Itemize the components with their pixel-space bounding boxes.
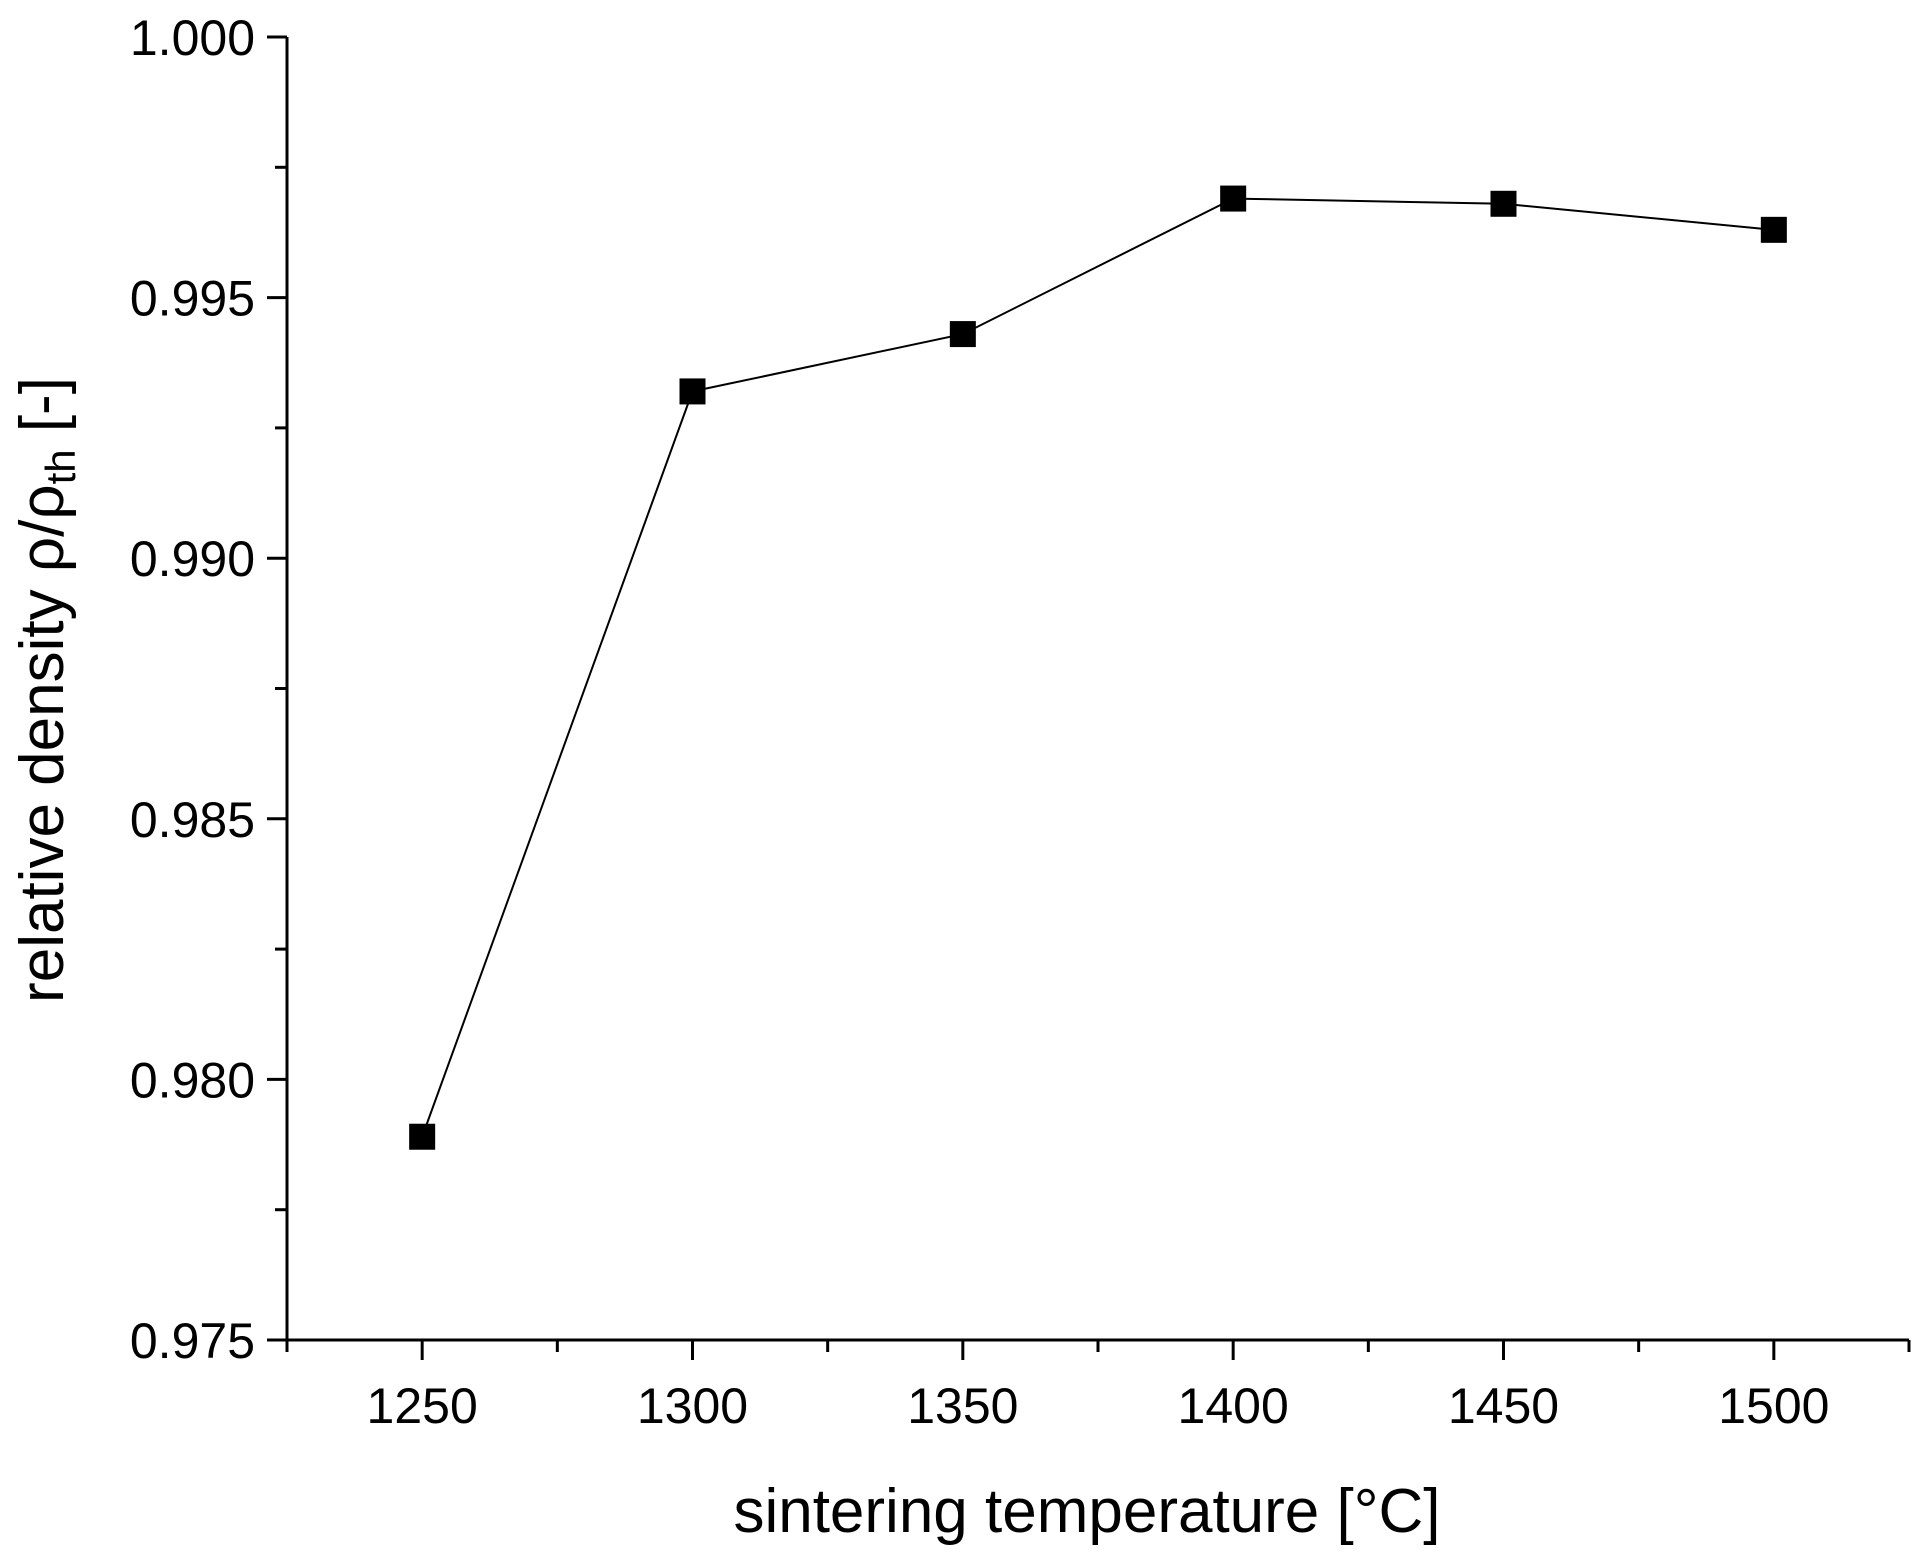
x-tick-label: 1400: [1178, 1378, 1289, 1434]
series-line: [421, 197, 1774, 1138]
x-tick-label: 1500: [1718, 1378, 1829, 1434]
axes: [285, 37, 1909, 1342]
x-tick-label: 1350: [907, 1378, 1018, 1434]
data-point: [409, 1123, 436, 1150]
y-axis-title-suffix: [-]: [8, 377, 77, 449]
x-tick-label: 1300: [637, 1378, 748, 1434]
y-axis-title-subscript: th: [37, 449, 84, 484]
y-tick-label: 0.985: [130, 792, 255, 848]
data-point: [1220, 185, 1247, 212]
x-tick-label: 1250: [367, 1378, 478, 1434]
series: [409, 185, 1787, 1150]
x-tick-label: 1450: [1448, 1378, 1559, 1434]
data-point: [1760, 216, 1787, 243]
y-tick-label: 1.000: [130, 10, 255, 66]
data-point: [949, 321, 976, 348]
y-tick-label: 0.990: [130, 531, 255, 587]
y-axis-title-main: relative density ρ/ρ: [8, 484, 77, 1003]
y-tick-label: 0.975: [130, 1313, 255, 1369]
tick-labels: 0.975 0.980 0.985 0.990 0.995 1.000 1250 1300 13…: [130, 10, 1830, 1434]
data-point: [1490, 190, 1517, 217]
y-axis-title: relative density ρ/ρth [-]: [8, 377, 84, 1003]
ticks: [267, 35, 1911, 1360]
y-tick-label: 0.980: [130, 1052, 255, 1108]
y-tick-label: 0.995: [130, 271, 255, 327]
x-axis-title: sintering temperature [°C]: [733, 1477, 1440, 1546]
data-point: [679, 378, 706, 405]
